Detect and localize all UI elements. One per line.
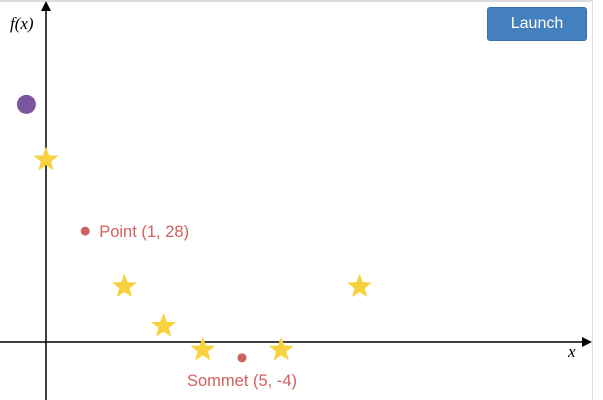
star-point[interactable] <box>33 146 59 171</box>
labeled-point[interactable] <box>80 226 90 236</box>
launch-button[interactable]: Launch <box>487 7 587 41</box>
point-label: Sommet (5, -4) <box>187 372 297 390</box>
star-point[interactable] <box>151 313 176 337</box>
y-axis-label: f(x) <box>10 14 34 33</box>
circle-point[interactable] <box>16 94 36 114</box>
point-label: Point (1, 28) <box>99 223 189 241</box>
star-point[interactable] <box>112 273 137 298</box>
star-point[interactable] <box>190 336 216 361</box>
labeled-point[interactable] <box>237 353 247 363</box>
star-point[interactable] <box>347 273 372 298</box>
x-axis-label: x <box>567 342 576 361</box>
star-point[interactable] <box>268 336 294 361</box>
